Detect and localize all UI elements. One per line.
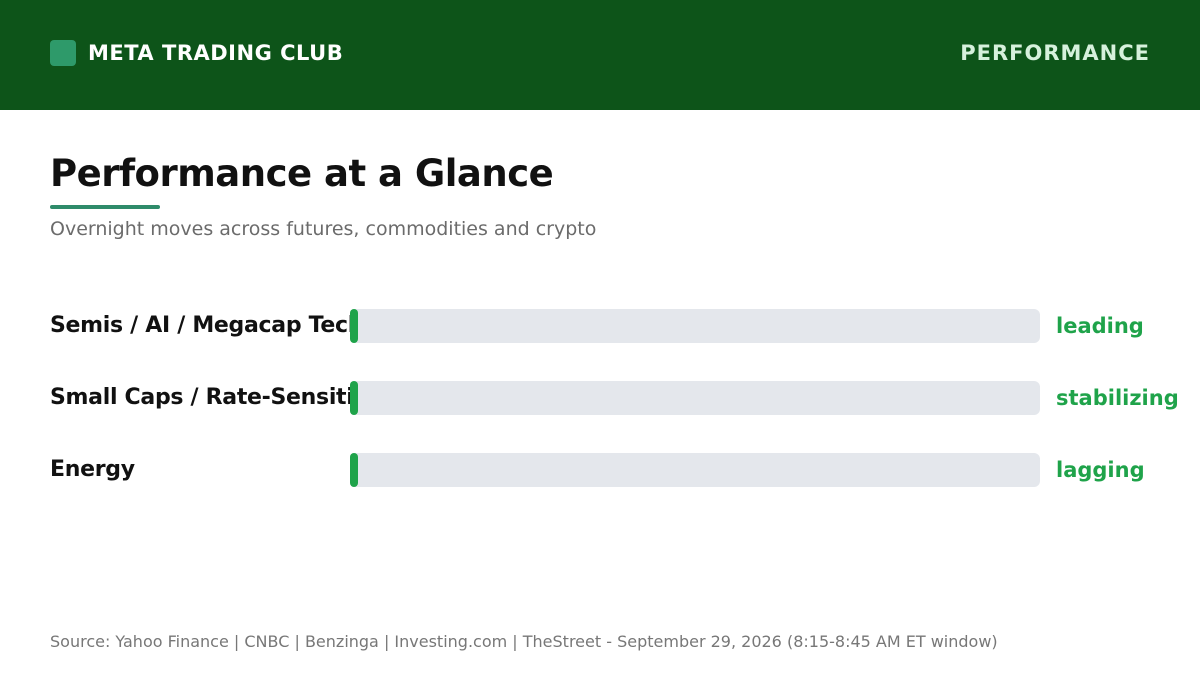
status-label: leading — [1056, 314, 1144, 338]
bar — [350, 453, 358, 487]
title-underline — [50, 205, 160, 209]
brand: META TRADING CLUB — [50, 40, 343, 66]
bar-label: Small Caps / Rate-Sensitive — [50, 385, 353, 410]
page-title: Performance at a Glance — [50, 152, 554, 195]
header-bar: META TRADING CLUB PERFORMANCE — [0, 0, 1200, 110]
status-label: stabilizing — [1056, 386, 1179, 410]
bar-label: Semis / AI / Megacap Tech — [50, 313, 353, 338]
bar — [350, 309, 358, 343]
section-label: PERFORMANCE — [960, 41, 1150, 65]
source-note: Source: Yahoo Finance | CNBC | Benzinga … — [50, 632, 998, 651]
square-logo-icon — [50, 40, 76, 66]
bar — [350, 381, 358, 415]
page-subtitle: Overnight moves across futures, commodit… — [50, 218, 597, 240]
status-label: lagging — [1056, 458, 1145, 482]
bar-track — [350, 381, 1040, 415]
brand-name: META TRADING CLUB — [88, 41, 344, 65]
bar-track — [350, 309, 1040, 343]
bar-track — [350, 453, 1040, 487]
bar-label: Energy — [50, 457, 135, 482]
